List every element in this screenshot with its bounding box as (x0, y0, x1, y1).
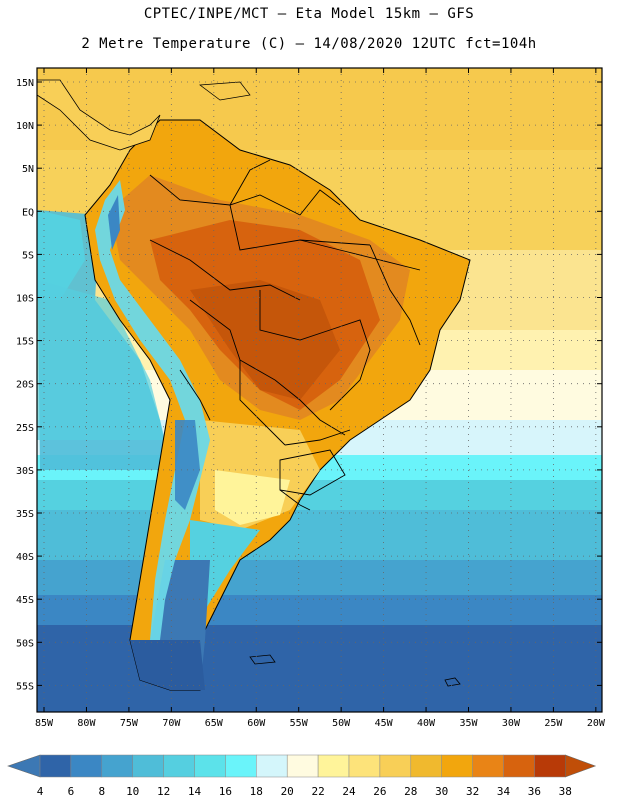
lon-label: 70W (162, 718, 181, 729)
colorbar-swatch (163, 754, 195, 778)
lat-label: 25S (16, 423, 34, 434)
lon-label: 40W (417, 718, 436, 729)
lat-label: 30S (16, 466, 34, 477)
lon-label: 25W (544, 718, 563, 729)
lon-label: 75W (120, 718, 139, 729)
lon-label: 30W (502, 718, 521, 729)
map-frame (36, 67, 603, 713)
colorbar-swatch (441, 754, 473, 778)
colorbar-swatch (379, 754, 412, 778)
lon-label: 20W (587, 718, 606, 729)
lon-label: 45W (375, 718, 394, 729)
colorbar-label: 8 (98, 785, 105, 798)
colorbar-label: 22 (311, 785, 324, 798)
colorbar-swatch (317, 754, 350, 778)
lat-label: 15S (16, 337, 34, 348)
colorbar-label: 16 (219, 785, 232, 798)
colorbar-swatch (534, 754, 566, 778)
lon-label: 60W (247, 718, 266, 729)
lat-label: 35S (16, 509, 34, 520)
colorbar-swatch (132, 754, 164, 778)
lon-label: 65W (205, 718, 224, 729)
lat-label: 5N (22, 164, 34, 175)
map-title-line2: 2 Metre Temperature (C) – 14/08/2020 12U… (81, 36, 537, 52)
lon-label: 55W (290, 718, 309, 729)
graticule (37, 68, 602, 712)
temperature-map: 15N 10N 5N EQ 5S 10S 15S 20S 25S 30S 35S 40S 45S 50S 5… (16, 67, 606, 729)
lat-label: 10N (16, 121, 34, 132)
colorbar-left-arrow (7, 754, 41, 778)
lon-label: 80W (77, 718, 96, 729)
colorbar: 4 6 8 10 12 14 16 18 20 22 24 26 28 30 32 34 36 38 (7, 754, 597, 798)
colorbar-swatch (101, 754, 133, 778)
colorbar-right-arrow (564, 754, 597, 778)
central-america (37, 79, 161, 151)
colorbar-label: 4 (37, 785, 44, 798)
colorbar-label: 10 (126, 785, 139, 798)
colorbar-label: 6 (68, 785, 75, 798)
map-title-line1: CPTEC/INPE/MCT – Eta Model 15km – GFS (143, 6, 475, 22)
colorbar-label: 32 (466, 785, 479, 798)
colorbar-label: 20 (281, 785, 294, 798)
colorbar-swatch (410, 754, 442, 778)
colorbar-label: 38 (559, 785, 572, 798)
colorbar-swatch (70, 754, 103, 778)
colorbar-label: 12 (157, 785, 170, 798)
colorbar-label: 36 (528, 785, 541, 798)
colorbar-swatch (472, 754, 504, 778)
colorbar-swatch (39, 754, 72, 778)
colorbar-label: 34 (497, 785, 511, 798)
colorbar-swatch (256, 754, 288, 778)
falkland-islands (249, 654, 276, 665)
colorbar-swatch (503, 754, 535, 778)
country-borders (149, 159, 421, 511)
colorbar-label: 18 (250, 785, 263, 798)
colorbar-label: 26 (373, 785, 386, 798)
lon-label: 85W (35, 718, 54, 729)
colorbar-label: 28 (404, 785, 417, 798)
lat-label: 15N (16, 78, 34, 89)
lat-label: 20S (16, 380, 34, 391)
colorbar-swatch (348, 754, 381, 778)
lon-label: 50W (332, 718, 351, 729)
colorbar-swatch (194, 754, 226, 778)
lat-label: 5S (22, 250, 34, 261)
lat-label: 45S (16, 595, 34, 606)
lat-label: 55S (16, 681, 34, 692)
colorbar-swatch (225, 754, 257, 778)
colorbar-swatch (286, 754, 319, 778)
lon-label: 35W (459, 718, 478, 729)
lat-label: 10S (16, 294, 34, 305)
map-background-south (37, 625, 602, 712)
lat-label: 40S (16, 552, 34, 563)
lat-label: EQ (22, 207, 34, 218)
colorbar-label: 24 (342, 785, 356, 798)
colorbar-label: 14 (188, 785, 202, 798)
lat-label: 50S (16, 638, 34, 649)
colorbar-label: 30 (435, 785, 448, 798)
